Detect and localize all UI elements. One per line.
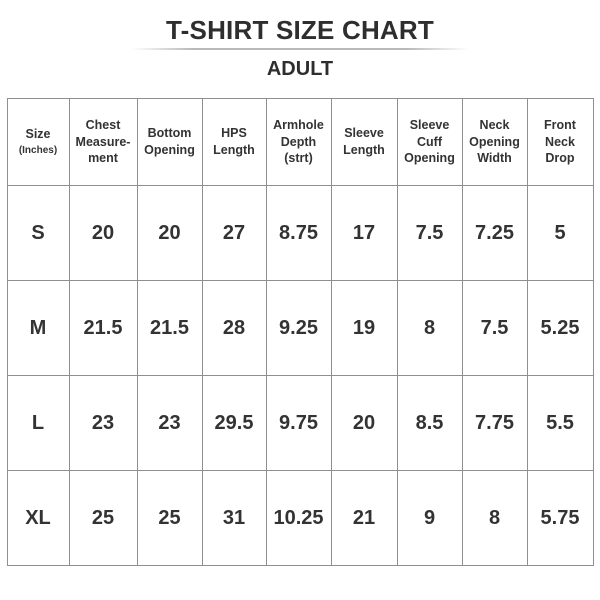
value-cell: 8 [461, 470, 528, 566]
value-cell: 19 [330, 280, 398, 376]
value-cell: 7.5 [461, 280, 528, 376]
size-cell: S [6, 185, 70, 281]
value-cell: 7.75 [461, 375, 528, 471]
column-header-front-neck-drop: Front Neck Drop [526, 98, 594, 186]
column-header-label: Size [25, 127, 51, 142]
value-cell: 5.25 [526, 280, 594, 376]
table-row-l: L 23 23 29.5 9.75 20 8.5 7.75 5.5 [6, 375, 594, 471]
column-header-armhole-depth: Armhole Depth (strt) [265, 98, 332, 186]
value-cell: 21.5 [136, 280, 203, 376]
value-cell: 8.5 [396, 375, 463, 471]
value-cell: 23 [68, 375, 138, 471]
value-cell: 21.5 [68, 280, 138, 376]
value-cell: 20 [136, 185, 203, 281]
value-cell: 25 [68, 470, 138, 566]
title-divider [132, 48, 468, 50]
column-header-neck-opening-width: Neck Opening Width [461, 98, 528, 186]
value-cell: 7.25 [461, 185, 528, 281]
size-cell: M [6, 280, 70, 376]
table-row-m: M 21.5 21.5 28 9.25 19 8 7.5 5.25 [6, 280, 594, 376]
value-cell: 5.75 [526, 470, 594, 566]
value-cell: 17 [330, 185, 398, 281]
value-cell: 10.25 [265, 470, 332, 566]
column-header-sublabel: (Inches) [18, 145, 58, 157]
value-cell: 28 [201, 280, 267, 376]
table-row-xl: XL 25 25 31 10.25 21 9 8 5.75 [6, 470, 594, 566]
value-cell: 7.5 [396, 185, 463, 281]
value-cell: 27 [201, 185, 267, 281]
value-cell: 9.75 [265, 375, 332, 471]
column-header-bottom-opening: Bottom Opening [136, 98, 203, 186]
size-chart-table: Size (Inches) Chest Measure- ment Bottom… [6, 98, 594, 566]
value-cell: 9.25 [265, 280, 332, 376]
value-cell: 21 [330, 470, 398, 566]
value-cell: 9 [396, 470, 463, 566]
column-header-sleeve-length: Sleeve Length [330, 98, 398, 186]
value-cell: 25 [136, 470, 203, 566]
value-cell: 20 [330, 375, 398, 471]
header-row: Size (Inches) Chest Measure- ment Bottom… [6, 98, 594, 186]
size-cell: L [6, 375, 70, 471]
value-cell: 20 [68, 185, 138, 281]
column-header-sleeve-cuff-opening: Sleeve Cuff Opening [396, 98, 463, 186]
page-title: T-SHIRT SIZE CHART [166, 15, 434, 45]
value-cell: 23 [136, 375, 203, 471]
value-cell: 31 [201, 470, 267, 566]
value-cell: 8.75 [265, 185, 332, 281]
value-cell: 8 [396, 280, 463, 376]
column-header-hps-length: HPS Length [201, 98, 267, 186]
page-subtitle: ADULT [266, 58, 334, 80]
table-row-s: S 20 20 27 8.75 17 7.5 7.25 5 [6, 185, 594, 281]
value-cell: 5 [526, 185, 594, 281]
size-cell: XL [6, 470, 70, 566]
value-cell: 29.5 [201, 375, 267, 471]
value-cell: 5.5 [526, 375, 594, 471]
column-header-chest-measurement: Chest Measure- ment [68, 98, 138, 186]
column-header-size: Size (Inches) [6, 98, 70, 186]
